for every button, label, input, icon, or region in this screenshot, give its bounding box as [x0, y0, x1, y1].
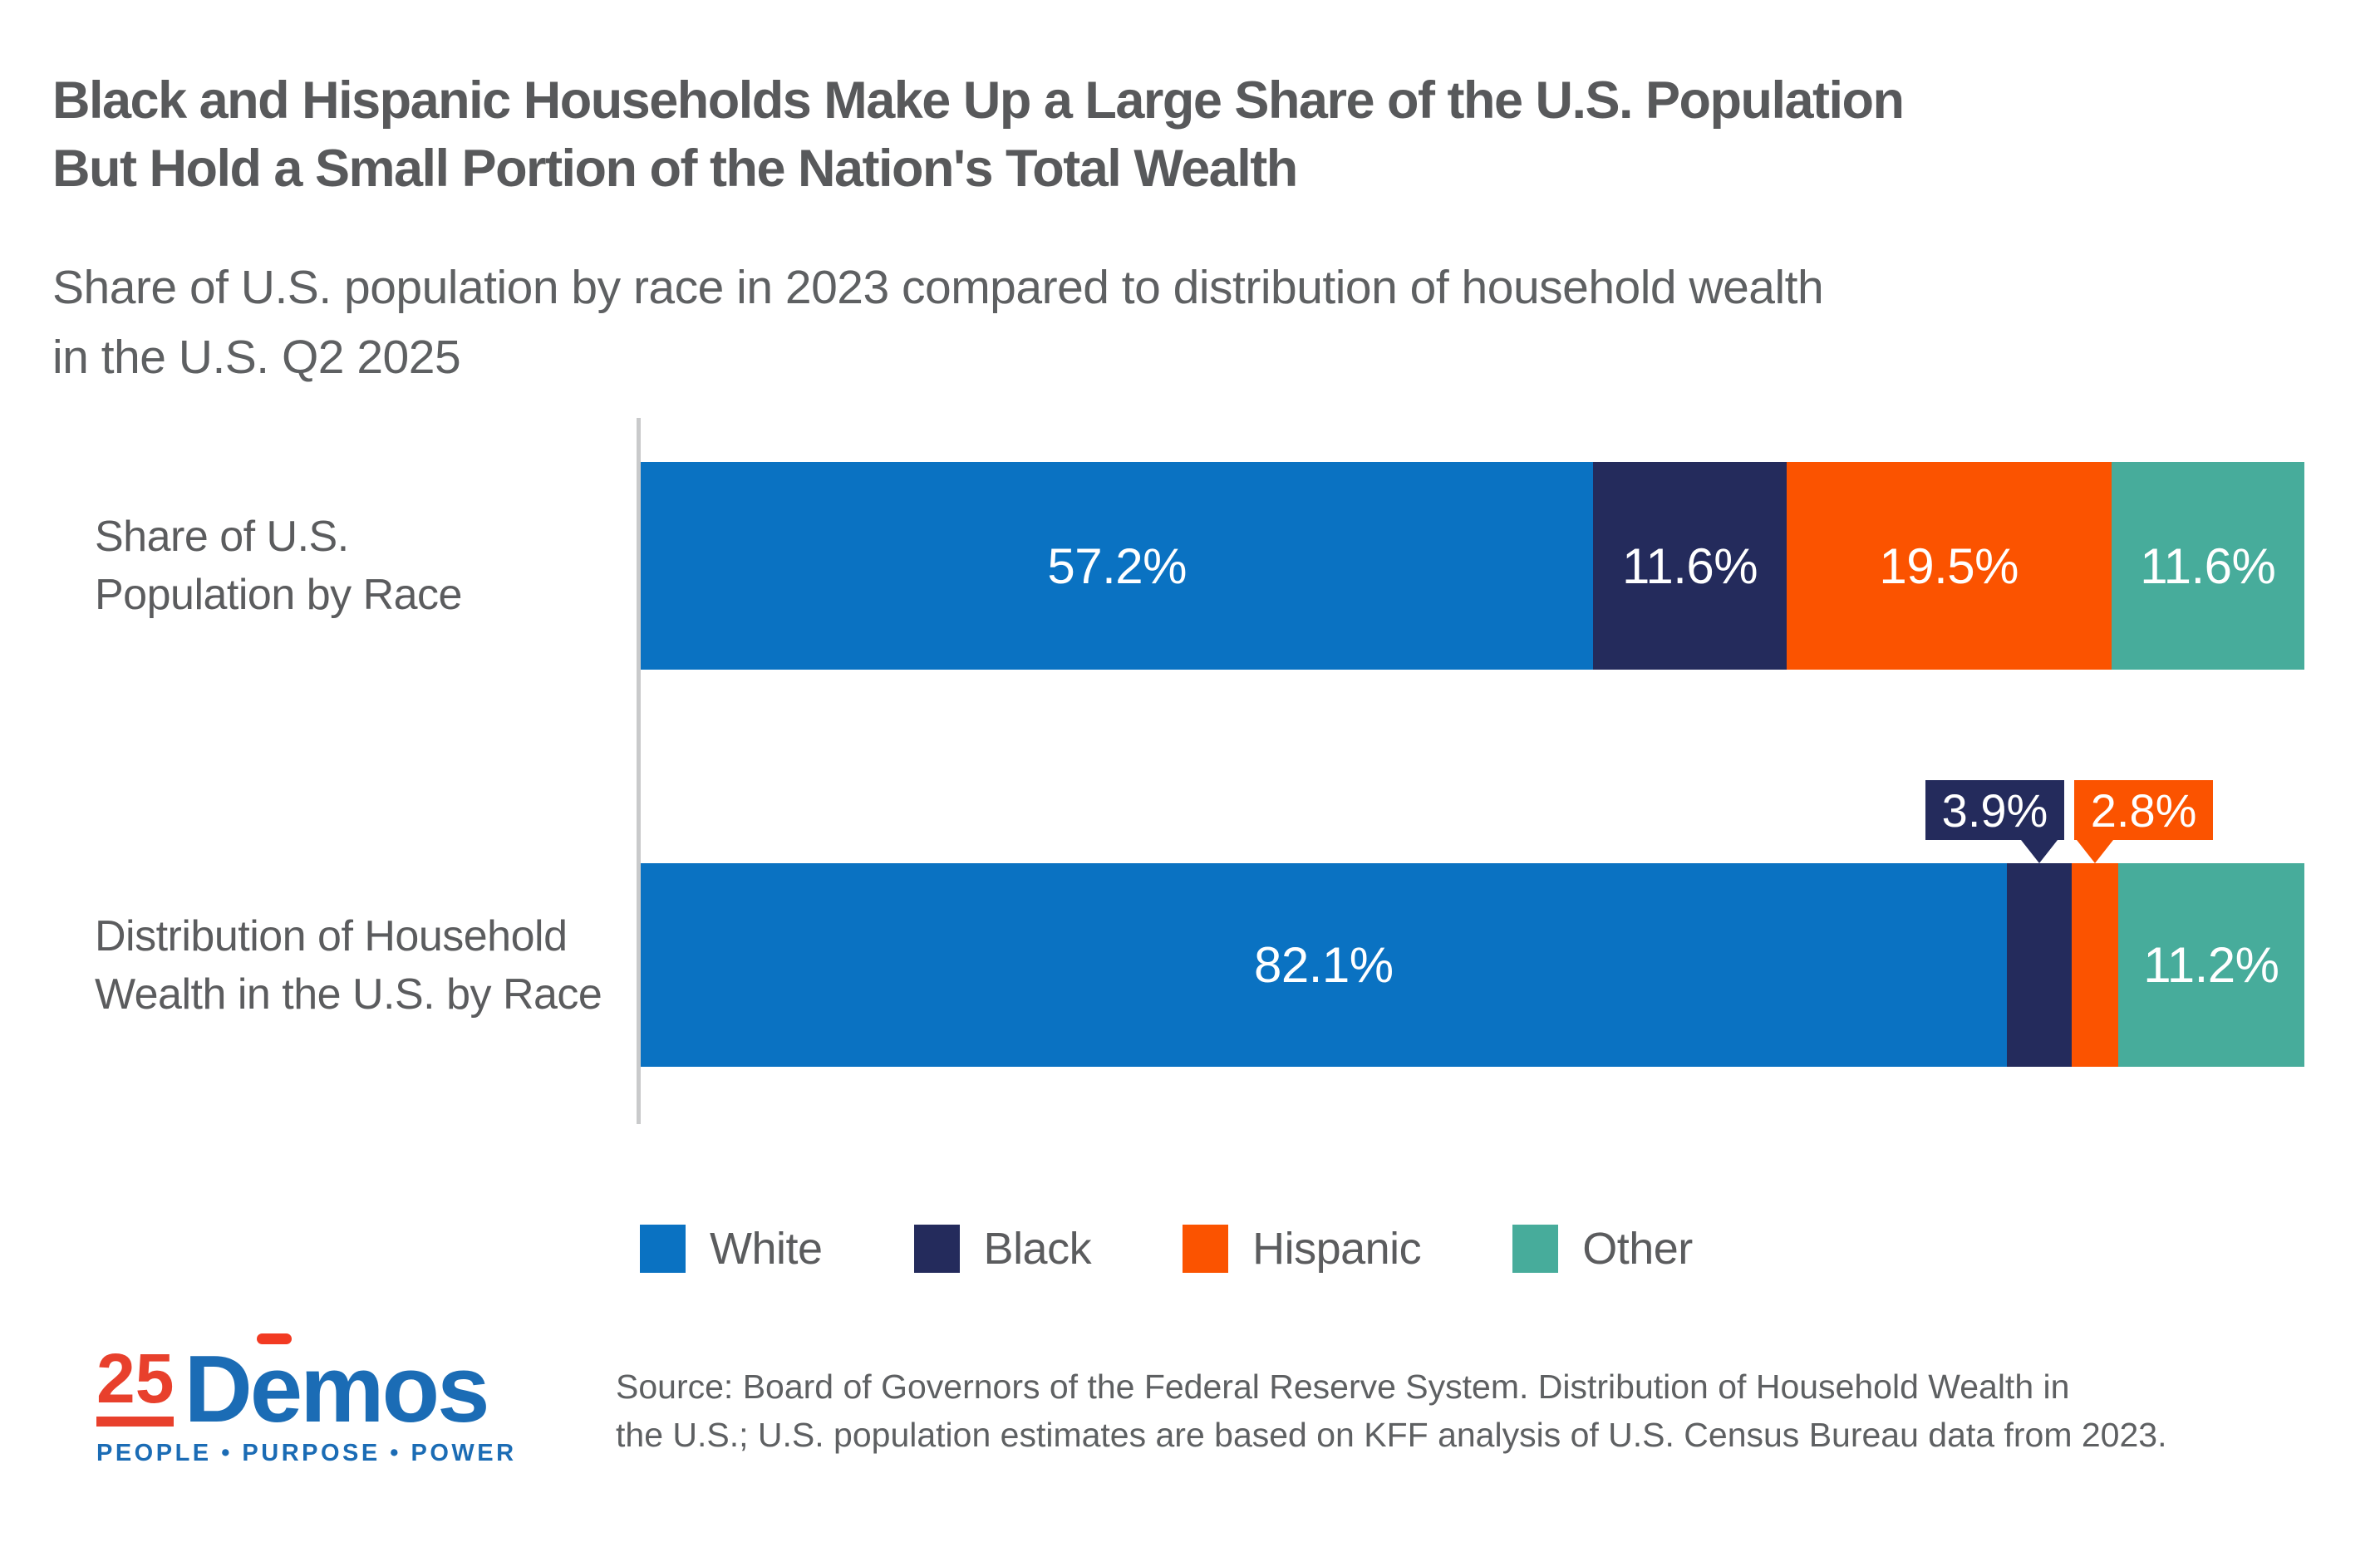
source-note-line1: Source: Board of Governors of the Federa… — [616, 1368, 2070, 1406]
row-label-wealth: Distribution of Household Wealth in the U… — [95, 907, 635, 1024]
row-label-population: Share of U.S. Population by Race — [95, 508, 635, 624]
bar-segment-other: 11.6% — [2111, 462, 2305, 670]
chart-subtitle-line2: in the U.S. Q2 2025 — [52, 331, 461, 384]
legend-swatch-hispanic — [1183, 1225, 1229, 1273]
legend-item-black: Black — [913, 1223, 1092, 1274]
logo-tagline: PEOPLE • PURPOSE • POWER — [96, 1440, 517, 1467]
demos-logo-wordmark-row: 25 Demos — [96, 1337, 517, 1443]
chart-title-line2: But Hold a Small Portion of the Nation's… — [52, 140, 1298, 198]
chart-title: Black and Hispanic Households Make Up a … — [52, 66, 1905, 203]
source-note-line2: the U.S.; U.S. population estimates are … — [616, 1416, 2167, 1454]
bar-value-label: 82.1% — [1254, 937, 1394, 993]
logo-e-macron: e — [249, 1337, 302, 1443]
bar-value-label: 11.2% — [2143, 937, 2279, 993]
legend-label: White — [710, 1224, 823, 1274]
bar-value-label: 11.6% — [1621, 538, 1758, 594]
bar-value-label: 57.2% — [1047, 538, 1187, 594]
bar-segment-white: 57.2% — [641, 462, 1594, 670]
legend-label: Other — [1582, 1224, 1693, 1274]
legend-swatch-other — [1512, 1225, 1559, 1273]
row-label-line: Wealth in the U.S. by Race — [95, 970, 602, 1019]
chart-subtitle: Share of U.S. population by race in 2023… — [52, 253, 1824, 392]
chart-title-line1: Black and Hispanic Households Make Up a … — [52, 71, 1905, 130]
legend-label: Black — [983, 1224, 1092, 1274]
callout-pointer-black — [2020, 840, 2058, 863]
logo-number-25: 25 — [96, 1343, 175, 1427]
row-label-line: Share of U.S. — [95, 513, 349, 561]
chart-subtitle-line1: Share of U.S. population by race in 2023… — [52, 261, 1824, 314]
legend-swatch-white — [640, 1225, 686, 1273]
bar-value-label: 19.5% — [1879, 538, 2019, 594]
legend-swatch-black — [913, 1225, 960, 1273]
legend-item-white: White — [640, 1223, 823, 1274]
bar-segment-black — [2006, 863, 2072, 1067]
legend: White Black Hispanic Other — [640, 1223, 1693, 1274]
callout-pointer-hispanic — [2076, 840, 2113, 863]
callout-hispanic: 2.8% — [2073, 780, 2214, 840]
legend-item-other: Other — [1512, 1223, 1693, 1274]
row-label-line: Distribution of Household — [95, 911, 568, 960]
row-label-line: Population by Race — [95, 571, 462, 619]
bar-segment-hispanic — [2071, 863, 2118, 1067]
legend-item-hispanic: Hispanic — [1183, 1223, 1422, 1274]
bar-segment-white: 82.1% — [641, 863, 2007, 1067]
logo-wordmark-demos: Demos — [184, 1337, 489, 1443]
source-note: Source: Board of Governors of the Federa… — [616, 1363, 2328, 1459]
bar-segment-black: 11.6% — [1593, 462, 1787, 670]
bar-row-population: 57.2% 11.6% 19.5% 11.6% — [641, 462, 2305, 670]
callout-black: 3.9% — [1925, 780, 2065, 840]
bar-segment-hispanic: 19.5% — [1786, 462, 2112, 670]
y-axis-baseline — [637, 418, 641, 1124]
bar-row-wealth: 82.1% 11.2% — [641, 863, 2304, 1067]
bar-segment-other: 11.2% — [2117, 863, 2304, 1067]
bar-value-label: 11.6% — [2140, 538, 2276, 594]
legend-label: Hispanic — [1252, 1224, 1422, 1274]
demos-logo: 25 Demos PEOPLE • PURPOSE • POWER — [96, 1337, 517, 1467]
